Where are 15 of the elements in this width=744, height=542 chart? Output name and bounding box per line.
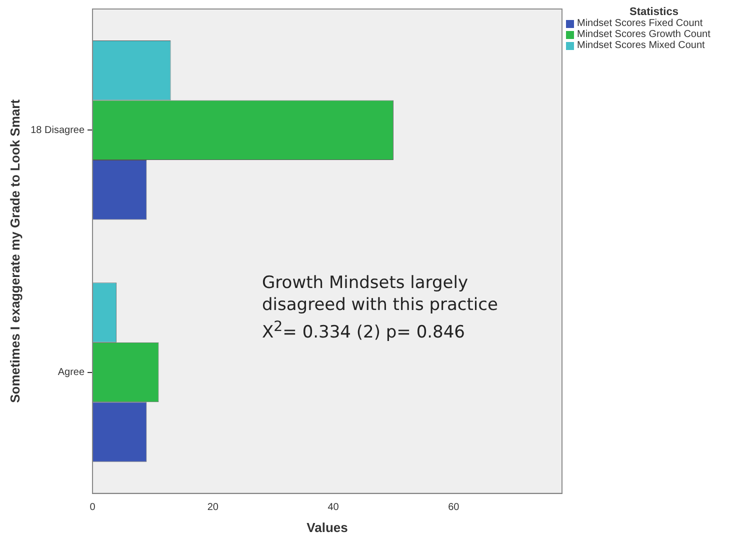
legend-label: Mindset Scores Mixed Count bbox=[577, 40, 705, 51]
y-tick-label: 18 Disagree bbox=[30, 124, 85, 136]
y-tick-label: Agree bbox=[58, 367, 85, 378]
x-tick-label: 60 bbox=[448, 502, 460, 514]
x-tick-label: 40 bbox=[328, 502, 340, 514]
y-axis-title: Sometimes I exaggerate my Grade to Look Smart bbox=[7, 98, 22, 403]
x-axis-title: Values bbox=[306, 520, 348, 535]
annotation: X$^{2}$= 0.334 (2) p= 0.846 bbox=[262, 318, 466, 344]
legend-label: Mindset Scores Fixed Count bbox=[577, 18, 703, 29]
x-tick-label: 0 bbox=[90, 502, 96, 514]
legend-label: Mindset Scores Growth Count bbox=[577, 29, 710, 40]
annotation: Growth Mindsets largely bbox=[262, 272, 470, 294]
legend-title: Statistics bbox=[628, 6, 680, 18]
annotation: disagreed with this practice bbox=[262, 294, 498, 316]
x-tick-label: 20 bbox=[207, 502, 219, 514]
